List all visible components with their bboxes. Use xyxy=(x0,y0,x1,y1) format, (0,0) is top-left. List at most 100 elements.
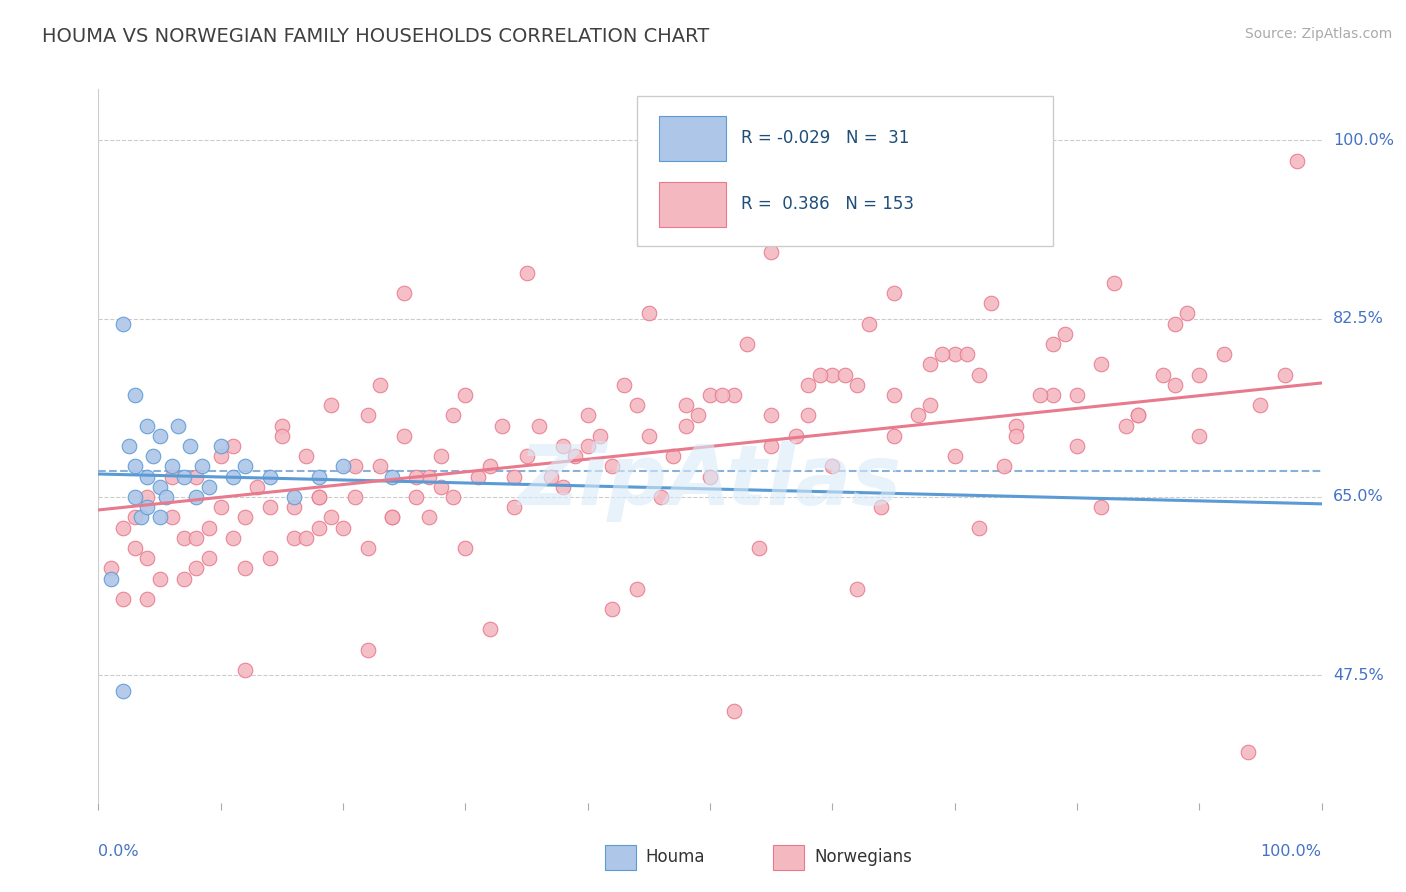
Point xyxy=(136,469,159,483)
Point xyxy=(931,347,953,361)
Point xyxy=(553,439,575,453)
Point xyxy=(167,418,190,433)
Text: 65.0%: 65.0% xyxy=(1333,490,1384,505)
Point xyxy=(222,531,245,545)
Point xyxy=(503,500,526,515)
Point xyxy=(600,602,623,616)
Text: 100.0%: 100.0% xyxy=(1333,133,1393,148)
Point xyxy=(1115,418,1137,433)
Point xyxy=(270,429,294,443)
Point xyxy=(967,368,990,382)
Point xyxy=(160,459,183,474)
Point xyxy=(155,490,177,504)
Point xyxy=(295,449,318,463)
Point xyxy=(173,572,195,586)
Point xyxy=(761,409,783,423)
Point xyxy=(808,368,831,382)
Point xyxy=(149,572,172,586)
Point xyxy=(564,449,586,463)
Point xyxy=(699,388,721,402)
Point xyxy=(943,347,966,361)
Point xyxy=(553,480,575,494)
Point xyxy=(797,377,820,392)
Point xyxy=(222,439,245,453)
Point xyxy=(149,510,172,524)
Point xyxy=(686,409,709,423)
Text: R =  0.386   N = 153: R = 0.386 N = 153 xyxy=(741,195,914,213)
Point xyxy=(283,500,305,515)
Point xyxy=(149,429,172,443)
Point xyxy=(100,561,122,575)
Point xyxy=(699,469,721,483)
Point xyxy=(186,469,208,483)
Point xyxy=(515,449,537,463)
Point xyxy=(1237,745,1260,759)
Point xyxy=(920,358,942,372)
Point xyxy=(441,490,464,504)
Point xyxy=(723,704,745,718)
Point xyxy=(308,490,330,504)
Point xyxy=(503,469,526,483)
Point xyxy=(222,469,245,483)
Point xyxy=(1128,409,1150,423)
Point xyxy=(186,531,208,545)
Point xyxy=(1042,337,1064,351)
Point xyxy=(1188,429,1211,443)
Text: Norwegians: Norwegians xyxy=(814,848,912,866)
Point xyxy=(233,561,256,575)
Point xyxy=(381,510,404,524)
Point xyxy=(124,388,146,402)
Point xyxy=(246,480,269,494)
Point xyxy=(233,663,256,677)
Point xyxy=(637,429,661,443)
Point xyxy=(149,480,172,494)
Point xyxy=(1029,388,1052,402)
Point xyxy=(711,388,734,402)
Point xyxy=(650,490,672,504)
Point xyxy=(1053,326,1076,341)
Point xyxy=(368,377,391,392)
Point xyxy=(111,317,134,331)
Text: HOUMA VS NORWEGIAN FAMILY HOUSEHOLDS CORRELATION CHART: HOUMA VS NORWEGIAN FAMILY HOUSEHOLDS COR… xyxy=(42,27,710,45)
Point xyxy=(821,368,844,382)
Point xyxy=(845,582,868,596)
Point xyxy=(1249,398,1271,412)
Point xyxy=(197,551,219,566)
Point xyxy=(259,469,281,483)
Point xyxy=(259,500,281,515)
Point xyxy=(295,531,318,545)
Text: 47.5%: 47.5% xyxy=(1333,668,1384,683)
Point xyxy=(870,500,893,515)
Point xyxy=(662,449,685,463)
Point xyxy=(332,520,354,534)
Point xyxy=(785,429,807,443)
Point xyxy=(1274,368,1296,382)
Point xyxy=(179,439,201,453)
Point xyxy=(723,388,745,402)
Point xyxy=(943,449,966,463)
Point xyxy=(1066,388,1088,402)
Point xyxy=(980,296,1002,310)
Point xyxy=(368,459,391,474)
Point xyxy=(186,561,208,575)
Point xyxy=(259,551,281,566)
Point xyxy=(111,520,134,534)
Point xyxy=(1066,439,1088,453)
Point xyxy=(1042,388,1064,402)
Point xyxy=(907,409,929,423)
Point xyxy=(209,439,232,453)
Point xyxy=(356,541,378,555)
Point xyxy=(233,459,256,474)
Point xyxy=(136,418,159,433)
Text: Houma: Houma xyxy=(645,848,704,866)
Point xyxy=(576,439,599,453)
Point xyxy=(613,377,636,392)
Bar xyxy=(658,182,725,227)
Point xyxy=(515,266,537,280)
Point xyxy=(160,469,183,483)
Point xyxy=(418,469,440,483)
Point xyxy=(283,490,305,504)
Point xyxy=(233,510,256,524)
Text: 0.0%: 0.0% xyxy=(98,845,139,860)
Point xyxy=(478,459,501,474)
